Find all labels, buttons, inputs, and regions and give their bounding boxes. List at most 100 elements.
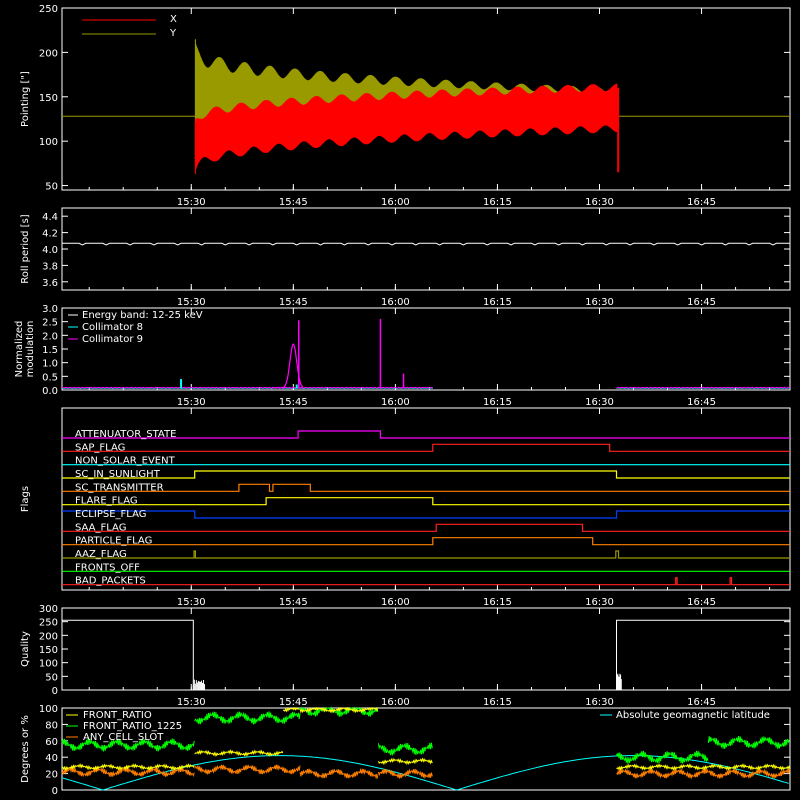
- front-ratio-trace: [377, 757, 433, 766]
- front-ratio-1225-trace: [616, 750, 709, 764]
- ratio-legend-label: FRONT_RATIO_1225: [83, 721, 182, 732]
- any-cell-slot-trace: [194, 764, 301, 775]
- x-tick-label: 15:45: [279, 597, 308, 608]
- series-x-envelope: [194, 83, 618, 174]
- x-tick-label: 15:45: [279, 297, 308, 308]
- y-tick-label: 4.2: [42, 229, 58, 240]
- y-axis-label: Pointing ["]: [20, 71, 31, 127]
- x-tick-label: 16:30: [585, 297, 614, 308]
- y-axis-label: Quality: [20, 631, 31, 667]
- legend-y-label: Y: [169, 28, 177, 39]
- x-tick-label: 16:30: [585, 697, 614, 708]
- y-tick-label: 1.5: [42, 345, 58, 356]
- flag-trace: [62, 510, 790, 519]
- x-tick-label: 16:45: [687, 597, 716, 608]
- y-tick-label: 2.0: [42, 331, 58, 342]
- y-tick-label: 0: [52, 686, 58, 697]
- flag-label: AAZ_FLAG: [75, 549, 127, 560]
- x-tick-label: 16:30: [585, 397, 614, 408]
- collimator9-bump: [272, 343, 304, 389]
- y-tick-label: 50: [45, 182, 58, 193]
- x-tick-label: 15:45: [279, 697, 308, 708]
- x-tick-label: 16:15: [483, 397, 512, 408]
- y-tick-label: 250: [39, 618, 58, 629]
- flag-label: BAD_PACKETS: [75, 576, 146, 587]
- flag-label: SC_IN_SUNLIGHT: [75, 469, 161, 480]
- y-tick-label: 60: [45, 737, 58, 748]
- flag-trace: [62, 430, 790, 439]
- front-ratio-1225-trace: [299, 706, 379, 717]
- panels-group: 15:30 15:45 16:00 16:15 16:30 16:45 50 100 150 20…: [14, 4, 791, 797]
- x-tick-label: 15:45: [279, 197, 308, 208]
- panel-frame: [61, 7, 791, 191]
- x-tick-label: 15:45: [279, 397, 308, 408]
- x-tick-label: 16:30: [585, 197, 614, 208]
- x-tick-label: 16:45: [687, 697, 716, 708]
- y-tick-label: 40: [45, 753, 58, 764]
- roll-period-line: [61, 242, 790, 246]
- y-tick-label: 100: [39, 659, 58, 670]
- any-cell-slot-trace: [299, 767, 379, 780]
- y-tick-label: 0.5: [42, 372, 58, 383]
- x-tick-label: 16:00: [381, 397, 410, 408]
- y-tick-label: 1.0: [42, 359, 58, 370]
- y-tick-label: 0.0: [42, 386, 58, 397]
- flag-label: SAP_FLAG: [75, 442, 125, 453]
- y-tick-label: 4.0: [42, 245, 58, 256]
- y-axis-label: Flags: [20, 486, 31, 512]
- flag-label: SC_TRANSMITTER: [75, 482, 164, 493]
- ratio-legend-label: Absolute geomagnetic latitude: [616, 710, 770, 721]
- modulation-legend-label: Collimator 9: [82, 334, 143, 345]
- y-tick-label: 80: [45, 720, 58, 731]
- panel-frame: [61, 707, 791, 791]
- y-axis-label: Degrees or %: [20, 715, 31, 783]
- x-tick-label: 16:15: [483, 597, 512, 608]
- x-tick-label: 15:30: [177, 597, 206, 608]
- panel-frame: [61, 407, 791, 591]
- any-cell-slot-trace: [616, 767, 791, 780]
- y-tick-label: 150: [39, 93, 58, 104]
- y-tick-label: 3.8: [42, 261, 58, 272]
- flag-trace: [62, 537, 790, 546]
- flag-label: SAA_FLAG: [75, 522, 126, 533]
- flag-trace: [62, 523, 790, 532]
- x-tick-label: 16:45: [687, 297, 716, 308]
- y-tick-label: 3.6: [42, 278, 58, 289]
- front-ratio-trace: [616, 763, 791, 772]
- x-tick-label: 16:15: [483, 197, 512, 208]
- x-tick-label: 15:30: [177, 197, 206, 208]
- flag-label: FLARE_FLAG: [75, 496, 138, 507]
- flag-trace: [62, 577, 790, 586]
- x-tick-label: 15:30: [177, 697, 206, 708]
- collimator9-trace: [61, 386, 433, 389]
- front-ratio-trace: [61, 762, 195, 771]
- flag-trace: [62, 443, 790, 452]
- flag-trace: [62, 470, 790, 479]
- collimator9-trace: [616, 386, 791, 389]
- front-ratio-trace: [299, 706, 379, 714]
- y-tick-label: 100: [39, 137, 58, 148]
- y-axis-label: modulation: [25, 321, 36, 378]
- front-ratio-trace: [194, 748, 284, 758]
- front-ratio-1225-trace: [377, 742, 433, 756]
- quality-trace: [616, 619, 790, 690]
- x-tick-label: 16:00: [381, 597, 410, 608]
- flag-label: ECLIPSE_FLAG: [75, 509, 146, 520]
- y-tick-label: 250: [39, 4, 58, 15]
- y-tick-label: 0: [52, 786, 58, 797]
- x-tick-label: 16:00: [381, 297, 410, 308]
- front-ratio-1225-trace: [194, 711, 301, 725]
- x-tick-label: 16:45: [687, 197, 716, 208]
- any-cell-slot-trace: [377, 768, 433, 780]
- latitude-trace: [61, 755, 789, 791]
- flag-label: PARTICLE_FLAG: [75, 536, 152, 547]
- x-tick-label: 15:30: [177, 297, 206, 308]
- x-tick-label: 16:15: [483, 297, 512, 308]
- legend-x-label: X: [170, 14, 177, 25]
- y-tick-label: 200: [39, 631, 58, 642]
- y-axis-label: Roll period [s]: [20, 214, 31, 283]
- x-tick-label: 16:30: [585, 597, 614, 608]
- x-tick-label: 16:45: [687, 397, 716, 408]
- flag-trace: [62, 497, 790, 506]
